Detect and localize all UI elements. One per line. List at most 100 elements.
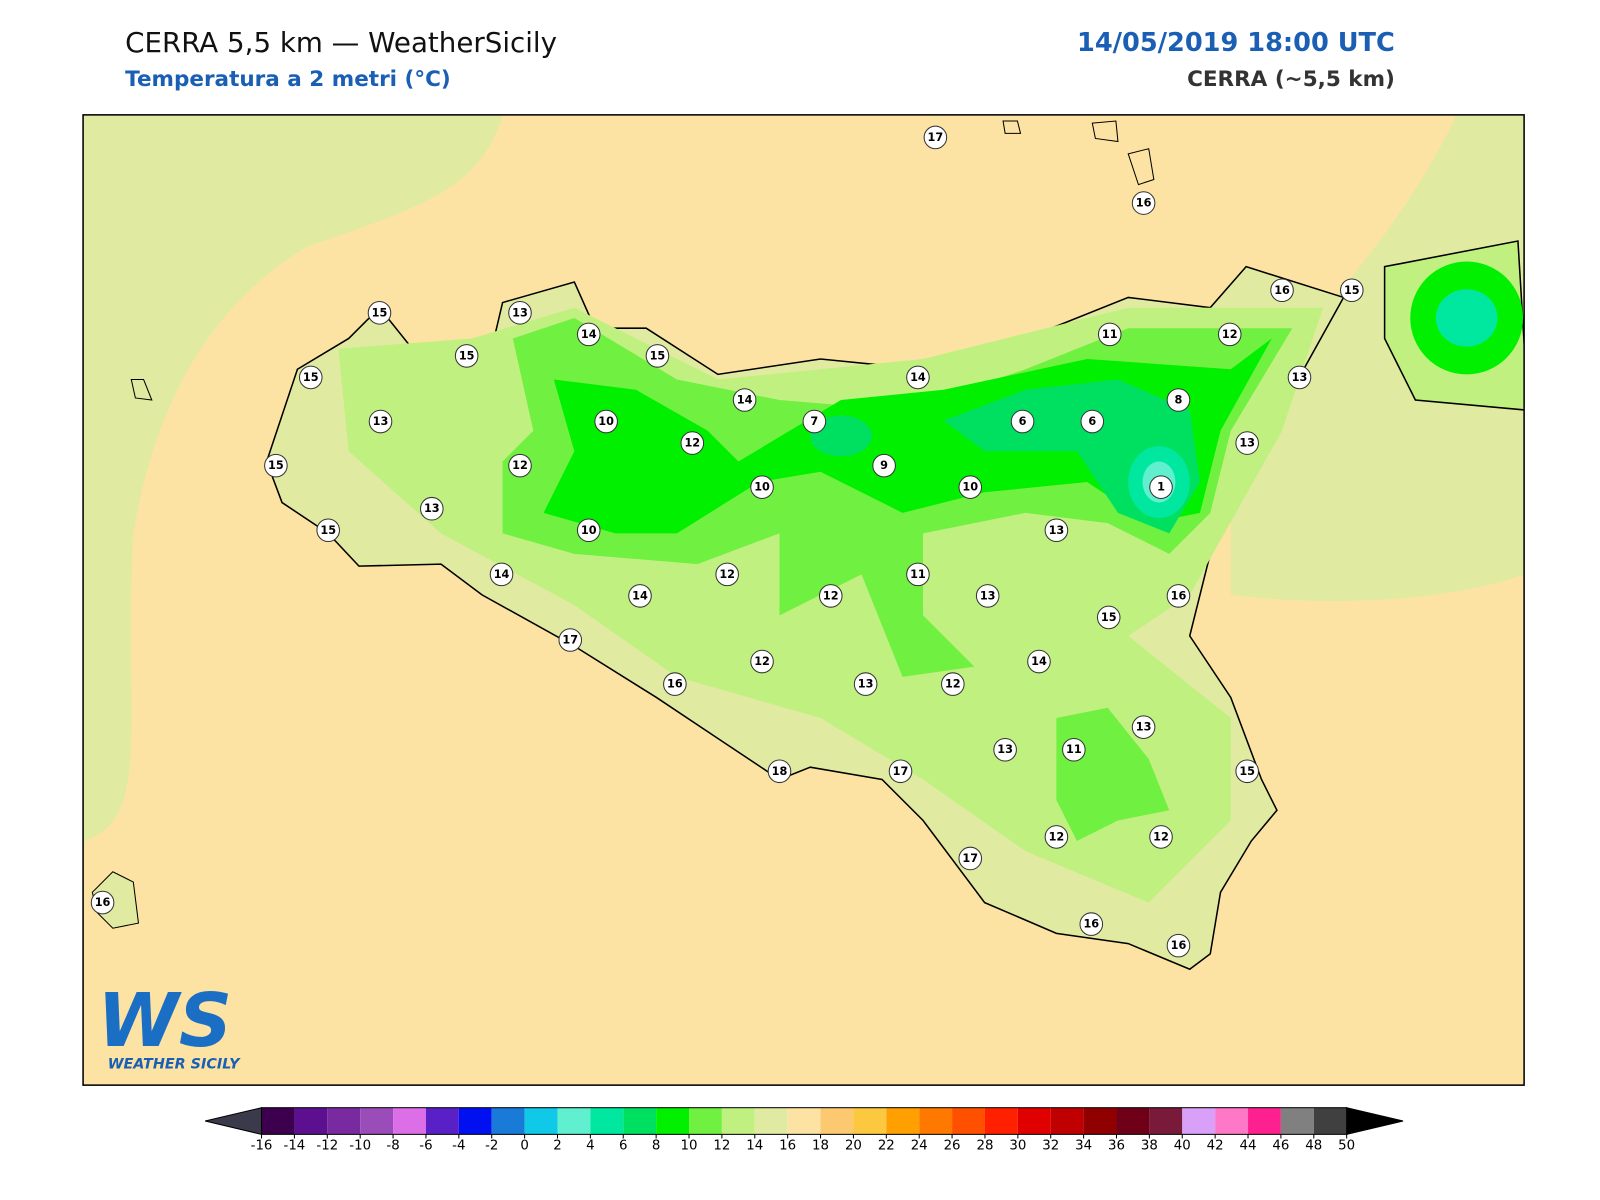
station: 11 bbox=[1097, 322, 1122, 347]
station: 6 bbox=[1010, 409, 1035, 434]
colorbar-swatch bbox=[458, 1107, 492, 1135]
station: 14 bbox=[1027, 649, 1051, 674]
field bbox=[83, 114, 503, 842]
station-marker bbox=[367, 301, 392, 325]
station-marker bbox=[298, 365, 323, 390]
colorbar-tick-label: -12 bbox=[316, 1138, 338, 1153]
station: 15 bbox=[316, 518, 340, 543]
station-marker bbox=[958, 475, 983, 499]
colorbar-tick-label: 6 bbox=[619, 1138, 627, 1153]
station: 14 bbox=[489, 562, 514, 587]
station: 7 bbox=[802, 409, 827, 434]
station-value: 13 bbox=[1049, 524, 1065, 537]
colorbar-swatch bbox=[853, 1107, 887, 1135]
station: 16 bbox=[90, 890, 115, 915]
colorbar-swatch bbox=[1050, 1107, 1084, 1135]
station-marker bbox=[1166, 933, 1191, 958]
colorbar-swatch bbox=[360, 1107, 394, 1135]
station: 11 bbox=[906, 562, 930, 587]
station-value: 6 bbox=[1088, 415, 1096, 428]
station: 15 bbox=[1339, 278, 1364, 303]
station-value: 13 bbox=[1292, 371, 1308, 384]
station-marker bbox=[1235, 431, 1259, 455]
colorbar-swatch bbox=[524, 1107, 558, 1135]
station-marker bbox=[1217, 322, 1242, 347]
title: CERRA 5,5 km — WeatherSicily bbox=[125, 26, 557, 59]
station-marker bbox=[975, 584, 1000, 608]
station: 15 bbox=[367, 301, 392, 325]
colorbar-tick-label: 48 bbox=[1305, 1138, 1322, 1153]
station: 16 bbox=[1166, 584, 1191, 608]
station-marker bbox=[1287, 365, 1312, 390]
station: 15 bbox=[298, 365, 323, 390]
station-marker bbox=[1131, 715, 1156, 739]
station-value: 12 bbox=[823, 589, 839, 602]
station-marker bbox=[1010, 409, 1035, 434]
station-value: 13 bbox=[980, 589, 996, 602]
station: 16 bbox=[1270, 278, 1294, 303]
station-value: 15 bbox=[372, 306, 388, 319]
colorbar-swatch bbox=[1313, 1107, 1347, 1135]
station-marker bbox=[732, 388, 757, 412]
field bbox=[1435, 289, 1498, 347]
station-marker bbox=[489, 562, 514, 587]
station-marker bbox=[853, 672, 878, 696]
colorbar-tick-label: -14 bbox=[284, 1138, 306, 1153]
station-value: 13 bbox=[997, 743, 1013, 756]
station-value: 17 bbox=[562, 634, 578, 647]
station-marker bbox=[368, 409, 393, 434]
field bbox=[1230, 114, 1525, 602]
colorbar-swatch bbox=[623, 1107, 657, 1135]
colorbar-under bbox=[205, 1107, 263, 1136]
station-value: 8 bbox=[1175, 394, 1183, 407]
station-marker bbox=[767, 759, 792, 784]
station-marker bbox=[818, 584, 843, 608]
station-marker bbox=[888, 759, 913, 784]
datetime: 14/05/2019 18:00 UTC bbox=[1077, 28, 1395, 58]
station: 15 bbox=[1096, 605, 1121, 630]
colorbar-swatch bbox=[1182, 1107, 1216, 1135]
station: 13 bbox=[508, 301, 532, 325]
station-value: 10 bbox=[581, 524, 597, 537]
station: 15 bbox=[645, 344, 670, 368]
station-marker bbox=[1079, 912, 1104, 936]
station: 1 bbox=[1149, 475, 1173, 499]
station-value: 12 bbox=[512, 459, 528, 472]
colorbar-swatch bbox=[656, 1107, 690, 1135]
station-value: 15 bbox=[268, 459, 284, 472]
station-marker bbox=[1270, 278, 1294, 303]
station-value: 1 bbox=[1157, 481, 1165, 494]
station-marker bbox=[558, 628, 583, 652]
station-value: 14 bbox=[910, 371, 926, 384]
station-marker bbox=[750, 649, 774, 674]
station: 12 bbox=[715, 562, 739, 587]
station: 12 bbox=[941, 672, 965, 696]
station: 6 bbox=[1080, 409, 1105, 434]
station-marker bbox=[454, 344, 479, 368]
station-value: 16 bbox=[1171, 589, 1187, 602]
station-value: 15 bbox=[1239, 765, 1255, 778]
station-marker bbox=[750, 475, 774, 499]
station-value: 15 bbox=[650, 349, 666, 362]
station-marker bbox=[1044, 518, 1069, 543]
colorbar-swatch bbox=[1116, 1107, 1150, 1135]
station-marker bbox=[1131, 191, 1156, 215]
station-value: 9 bbox=[880, 459, 888, 472]
station: 12 bbox=[818, 584, 843, 608]
colorbar-swatch bbox=[590, 1107, 624, 1135]
station-marker bbox=[1096, 605, 1121, 630]
colorbar-tick-label: -8 bbox=[386, 1138, 399, 1153]
colorbar-swatch bbox=[689, 1107, 722, 1135]
colorbar-swatch bbox=[721, 1107, 755, 1135]
colorbar-tick-label: -4 bbox=[452, 1138, 465, 1153]
colorbar-swatch bbox=[787, 1107, 821, 1135]
station-marker bbox=[906, 562, 930, 587]
field bbox=[1056, 707, 1170, 842]
colorbar-tick-label: 30 bbox=[1009, 1138, 1026, 1153]
station: 17 bbox=[923, 125, 948, 150]
station-marker bbox=[316, 518, 340, 543]
colorbar-tick-label: 16 bbox=[779, 1138, 796, 1153]
station-marker bbox=[264, 453, 288, 478]
